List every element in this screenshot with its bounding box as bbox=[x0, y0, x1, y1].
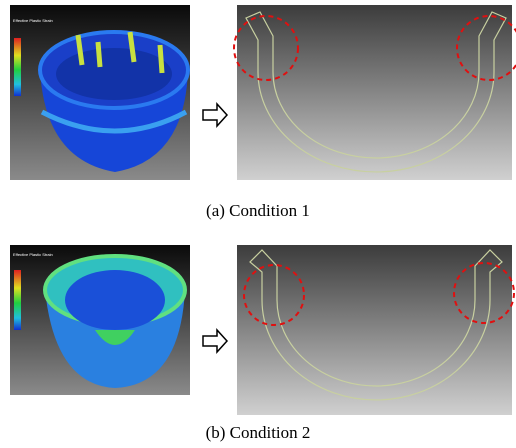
panel-a-left-image: Effective Plastic Strain bbox=[10, 5, 190, 180]
panel-b-left-image: Effective Plastic Strain bbox=[10, 245, 190, 395]
arrow bbox=[203, 330, 227, 352]
legend-title: Effective Plastic Strain bbox=[13, 18, 53, 23]
caption: (a) Condition 1 bbox=[206, 201, 310, 220]
legend-title: Effective Plastic Strain bbox=[13, 252, 53, 257]
caption: (b) Condition 2 bbox=[206, 423, 311, 442]
panel-a-right-image bbox=[234, 5, 516, 180]
panel-b-right-image bbox=[237, 245, 514, 415]
arrow bbox=[203, 104, 227, 126]
figure: Effective Plastic Strain (a) Condition 1… bbox=[0, 0, 516, 448]
